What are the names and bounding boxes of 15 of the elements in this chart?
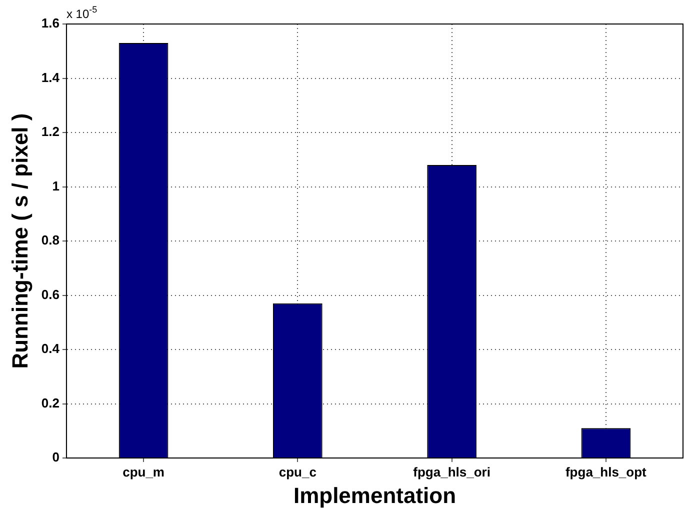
- y-tick-label: 0.6: [41, 286, 60, 302]
- y-tick-label: 0: [52, 450, 60, 465]
- y-tick-label: 1.6: [41, 16, 60, 31]
- x-tick-label: fpga_hls_opt: [565, 464, 648, 480]
- x-tick-label: fpga_hls_ori: [413, 464, 490, 480]
- y-tick-label: 1.2: [41, 124, 60, 140]
- x-axis-title: Implementation: [293, 482, 456, 508]
- y-tick-label: 1: [52, 178, 60, 194]
- x-tick-label: cpu_m: [122, 464, 164, 480]
- y-tick-label: 1.4: [41, 70, 60, 85]
- y-tick-label: 0.4: [41, 341, 60, 356]
- y-axis-title: Running-time ( s / pixel ): [7, 113, 32, 369]
- y-tick-label: 0.8: [41, 232, 60, 248]
- y-tick-label: 0.2: [41, 395, 60, 410]
- x-tick-label: cpu_c: [278, 464, 316, 480]
